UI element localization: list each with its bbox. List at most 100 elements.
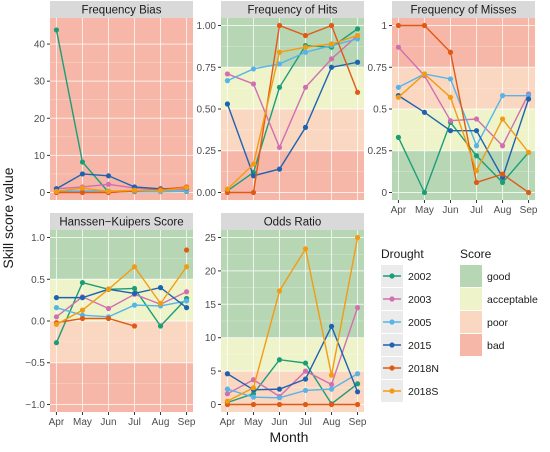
frequency-of-hits-series-2005 <box>224 36 361 84</box>
data-point-2005 <box>250 66 257 72</box>
data-point-2003 <box>354 305 361 311</box>
data-point-2005 <box>499 93 506 99</box>
hanssen-kuipers-band-good <box>50 230 193 280</box>
data-point-2003 <box>302 368 309 374</box>
series-line-2018N <box>227 24 359 194</box>
data-point-2003 <box>105 305 112 312</box>
frequency-of-misses-series-2018N <box>395 22 532 196</box>
hanssen-kuipers-band-bad <box>50 362 193 412</box>
data-point-2002 <box>79 279 86 286</box>
data-point-2002 <box>276 84 283 90</box>
series-line-2005 <box>227 373 358 399</box>
data-point-2018S <box>224 398 231 404</box>
hanssen-kuipers-y-tick-label: −0.5 <box>25 358 45 369</box>
legend-key-point <box>389 319 395 325</box>
data-point-2018S <box>183 185 190 191</box>
series-line-2015 <box>398 95 530 180</box>
data-point-2005 <box>328 386 335 392</box>
frequency-of-hits-strip <box>221 1 364 18</box>
legend-key-point <box>389 365 395 371</box>
hanssen-kuipers-panel: Hanssen−Kuipers Score −1.0 −0.5 0.0 0.5 1.0 Ap… <box>25 213 196 428</box>
data-point-2018S <box>473 168 480 174</box>
legend-item-2002: 2002 <box>381 265 432 287</box>
legend-score-label: good <box>487 271 511 283</box>
legend-score-label: bad <box>487 340 505 352</box>
odds-ratio-band-poor <box>221 371 364 412</box>
data-point-2005 <box>250 394 257 400</box>
data-point-2018S <box>447 94 454 100</box>
data-point-2018S <box>131 264 138 270</box>
data-point-2003 <box>53 314 60 320</box>
frequency-bias-strip <box>50 1 193 18</box>
legend-score-good: good <box>460 265 511 287</box>
hanssen-kuipers-y-tick-label: −1.0 <box>25 400 45 411</box>
data-point-2015 <box>302 376 309 382</box>
data-point-2018S <box>131 187 138 193</box>
series-line-2003 <box>227 35 359 150</box>
data-point-2005 <box>53 305 60 311</box>
data-point-2003 <box>250 81 257 87</box>
data-point-2018N <box>79 315 86 322</box>
x-axis-label: Month <box>270 429 309 445</box>
legend: Drought 2002 2003 2005 2015 2018N 2018S Score go… <box>381 247 538 402</box>
data-point-2005 <box>395 84 402 90</box>
series-line-2018N <box>56 317 135 327</box>
data-point-2005 <box>183 298 190 304</box>
legend-score-label: poor <box>487 317 509 329</box>
series-line-2018S <box>397 72 530 173</box>
odds-ratio-series-2015 <box>224 323 361 395</box>
legend-score-bad: bad <box>460 334 505 356</box>
data-point-2018S <box>395 94 402 100</box>
legend-label: 2018N <box>408 363 439 375</box>
data-point-2005 <box>276 395 283 401</box>
data-point-2015 <box>79 171 86 177</box>
data-point-2018N <box>354 89 361 95</box>
series-line-2005 <box>56 300 187 318</box>
series-line-2015 <box>227 324 359 393</box>
data-point-2018N <box>421 22 428 29</box>
legend-label: 2015 <box>408 340 432 352</box>
data-point-2002 <box>157 323 164 329</box>
data-point-2002 <box>131 285 138 292</box>
frequency-of-misses-strip <box>392 1 535 18</box>
frequency-of-misses-x-tick-label: Jun <box>442 205 458 216</box>
data-point-2018S <box>157 188 164 194</box>
data-point-2015 <box>473 128 480 134</box>
odds-ratio-x-tick-label: Sep <box>349 417 367 428</box>
data-point-2015 <box>276 166 283 172</box>
data-point-2018S <box>53 321 60 327</box>
data-point-2018N <box>447 49 454 55</box>
data-point-2003 <box>105 181 112 187</box>
hanssen-kuipers-x-tick-label: Aug <box>152 417 170 428</box>
data-point-2005 <box>302 387 309 394</box>
data-point-2018S <box>157 300 164 307</box>
hanssen-kuipers-plot-area <box>50 230 193 412</box>
frequency-of-misses-x-tick-label: Jul <box>470 205 483 216</box>
hanssen-kuipers-y-tick-label: 0.5 <box>31 275 45 286</box>
frequency-of-hits-y-tick-label: 1.00 <box>197 21 217 32</box>
data-point-2018S <box>421 71 428 77</box>
data-point-2018S <box>79 307 86 313</box>
legend-label: 2005 <box>408 317 432 329</box>
data-point-2015 <box>328 323 335 329</box>
data-point-2018N <box>105 315 112 322</box>
frequency-bias-band-bad <box>50 18 193 200</box>
odds-ratio-y-tick-label: 25 <box>205 233 217 244</box>
frequency-of-misses-title: Frequency of Misses <box>410 5 516 17</box>
frequency-of-misses-band-poor <box>392 67 535 109</box>
hanssen-kuipers-y-tick-label: 0.0 <box>31 317 45 328</box>
data-point-2005 <box>224 386 231 392</box>
data-point-2018S <box>525 149 532 156</box>
data-point-2015 <box>447 128 454 134</box>
frequency-bias-y-tick-label: 30 <box>34 77 46 88</box>
frequency-of-misses-y-tick-label: 1 <box>381 21 387 32</box>
odds-ratio-band-good <box>221 230 364 338</box>
data-point-2018N <box>328 22 335 29</box>
series-line-2018S <box>56 186 187 193</box>
frequency-of-misses-y-tick-label: 0.75 <box>368 63 388 74</box>
series-line-2018S <box>226 34 358 190</box>
legend-score-title: Score <box>460 247 492 261</box>
legend-item-2005: 2005 <box>381 311 432 333</box>
data-point-2018N <box>276 22 283 29</box>
frequency-of-hits-y-tick-label: 0.50 <box>197 105 217 116</box>
